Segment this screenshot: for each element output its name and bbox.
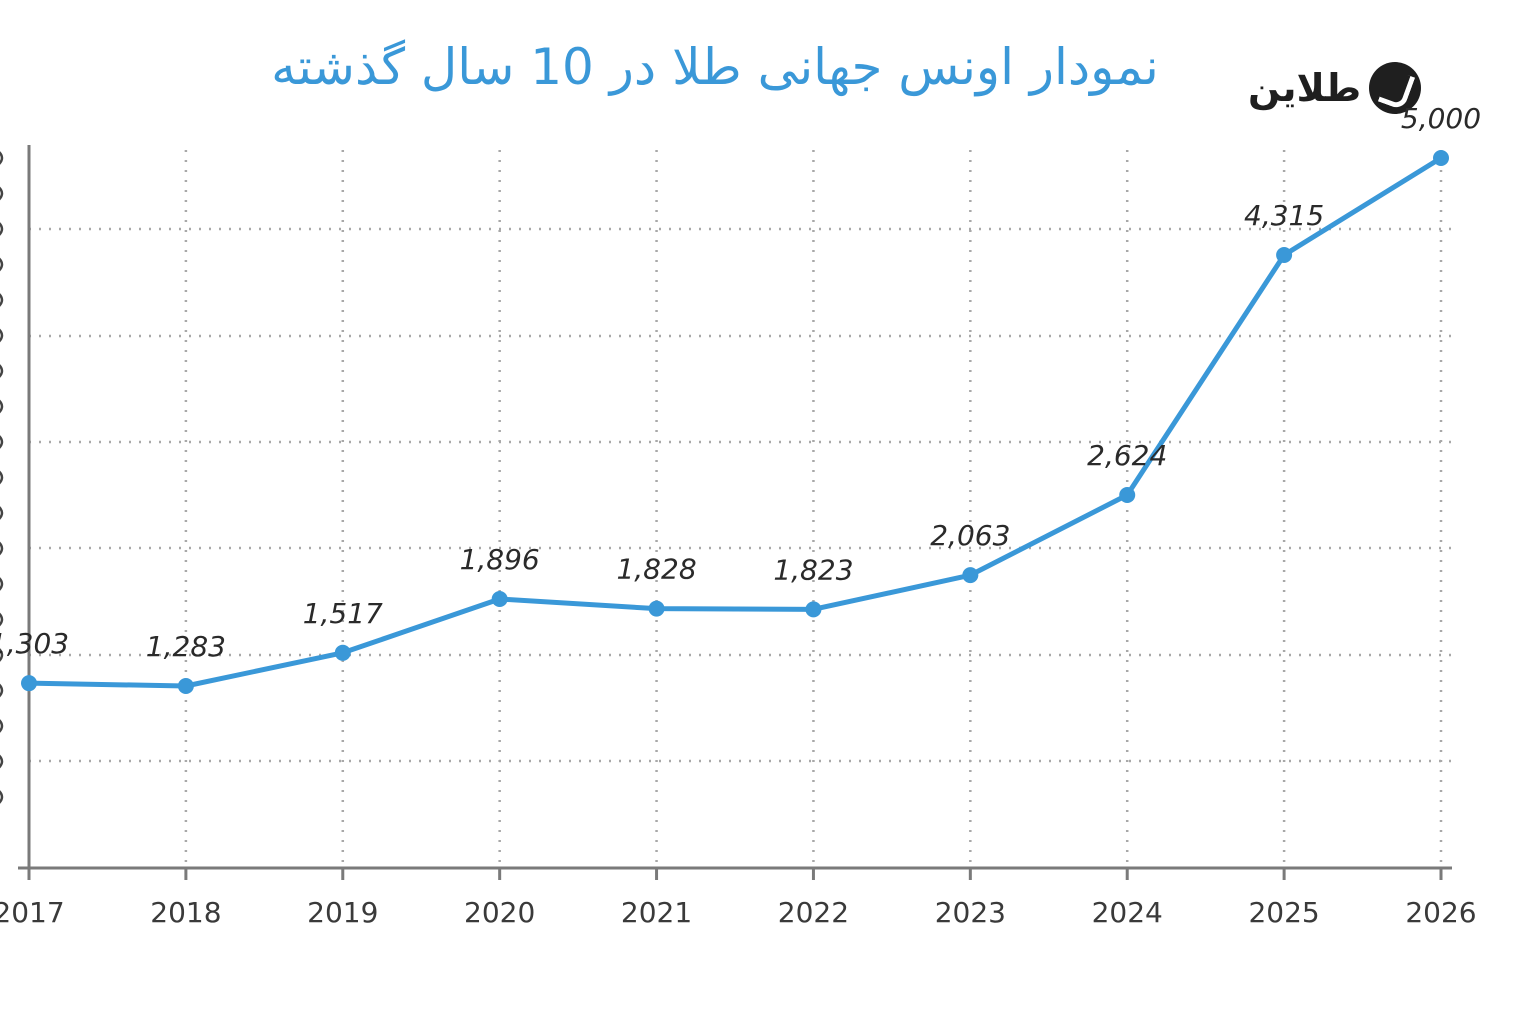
x-tick-label: 2018 [150,896,221,929]
data-point [1433,150,1449,166]
x-tick-label: 2021 [621,896,692,929]
y-tick-label-clipped [0,151,4,165]
y-tick-label-clipped [0,790,4,804]
data-point [177,678,194,694]
x-tick-label: 2026 [1405,896,1476,929]
brand-logo-text: طلاین [1248,66,1362,110]
y-tick-label-clipped [0,470,4,485]
y-tick-label-clipped [0,506,4,520]
brand-logo-icon [1369,62,1422,114]
data-label: 1,303 [0,627,69,660]
x-tick-label: 2025 [1248,896,1319,929]
y-tick-label-clipped [0,541,4,556]
data-point [648,600,665,617]
data-point [491,591,508,607]
y-tick-label-clipped [0,293,4,307]
x-tick-label: 2024 [1092,896,1163,929]
brand-logo: طلاین [1248,62,1422,114]
data-label: 1,896 [460,543,540,576]
y-tick-label-clipped [0,399,4,414]
data-label: 4,315 [1244,199,1324,232]
x-tick-label: 2017 [0,896,65,929]
data-label: 1,828 [616,553,696,586]
data-label: 5,000 [1401,102,1481,135]
chart-axes: 2017 2018 2019 2020 2021 2022 2023 2024 2025 2026 [0,145,1477,929]
y-tick-label-clipped [0,435,4,449]
chart-grid [29,150,1452,868]
data-point [1119,487,1136,503]
y-tick-label-clipped [0,328,4,343]
data-point [805,601,822,618]
y-tick-label-clipped [0,754,4,769]
data-point [1276,247,1293,263]
series-layer [21,150,1449,694]
data-label: 1,283 [146,630,226,663]
data-label: 1,823 [773,553,853,586]
y-tick-label-clipped [0,577,4,591]
y-tick-label-clipped [0,186,4,201]
x-tick-label: 2020 [464,896,535,929]
y-tick-label-clipped [0,648,4,662]
x-tick-label: 2023 [935,896,1006,929]
data-point [21,675,37,692]
x-tick-label: 2022 [778,896,849,929]
y-tick-label-clipped [0,257,4,272]
data-label: 1,517 [303,597,383,630]
data-label-layer: 1,303 1,283 1,517 1,896 1,828 1,823 2,063 2,624… [0,102,1481,663]
y-tick-label-clipped [0,612,4,627]
data-point [334,644,351,661]
data-label: 2,063 [930,519,1010,552]
y-tick-label-clipped [0,364,4,378]
y-tick-label-clipped [0,719,4,733]
data-point [962,567,979,584]
series-line [26,155,1444,689]
chart-title: نمودار اونس جهانی طلا در 10 سال گذشته [271,38,1159,96]
y-tick-label-clipped [0,222,4,236]
x-tick-label: 2019 [307,896,378,929]
y-tick-label-clipped [0,683,4,698]
data-label: 2,624 [1087,439,1167,472]
